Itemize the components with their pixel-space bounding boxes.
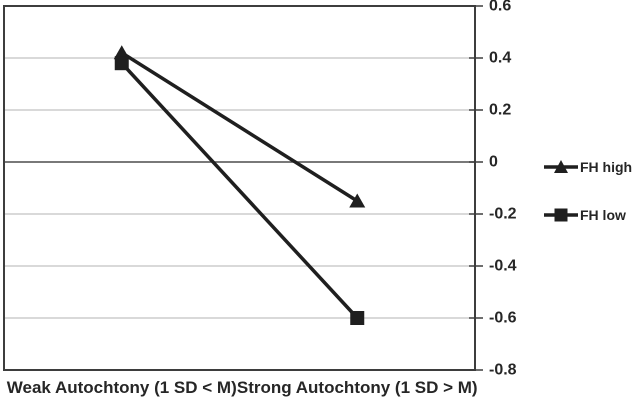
triangle-marker	[349, 193, 366, 208]
triangle-marker	[113, 45, 130, 60]
triangle-line-marker-icon	[544, 160, 578, 173]
legend: FH high FH low	[543, 156, 632, 226]
legend-label-fh-low: FH low	[580, 207, 626, 223]
legend-item-fh-low: FH low	[543, 204, 632, 226]
legend-item-fh-high: FH high	[543, 156, 632, 178]
y-tick-label: -0.6	[489, 310, 517, 327]
series-line-fh-high	[120, 51, 359, 203]
x-category-label: Strong Autochtony (1 SD > M)	[236, 378, 478, 397]
square-marker	[350, 311, 365, 325]
x-category-label: Weak Autochtony (1 SD < M)	[6, 378, 237, 397]
y-tick-label: 0.2	[489, 102, 511, 119]
square-marker	[114, 56, 129, 71]
square-line-marker-icon	[544, 208, 578, 222]
series-line-fh-low	[120, 62, 359, 320]
y-tick-label: 0	[489, 154, 498, 171]
legend-label-fh-high: FH high	[580, 159, 632, 175]
y-tick-label: -0.8	[489, 362, 517, 379]
y-tick-label: -0.4	[489, 258, 517, 275]
plot-border	[3, 5, 476, 371]
y-tick-label: -0.2	[489, 206, 517, 223]
y-tick-label: 0.4	[489, 50, 511, 67]
y-tick-label: 0.6	[489, 0, 511, 15]
